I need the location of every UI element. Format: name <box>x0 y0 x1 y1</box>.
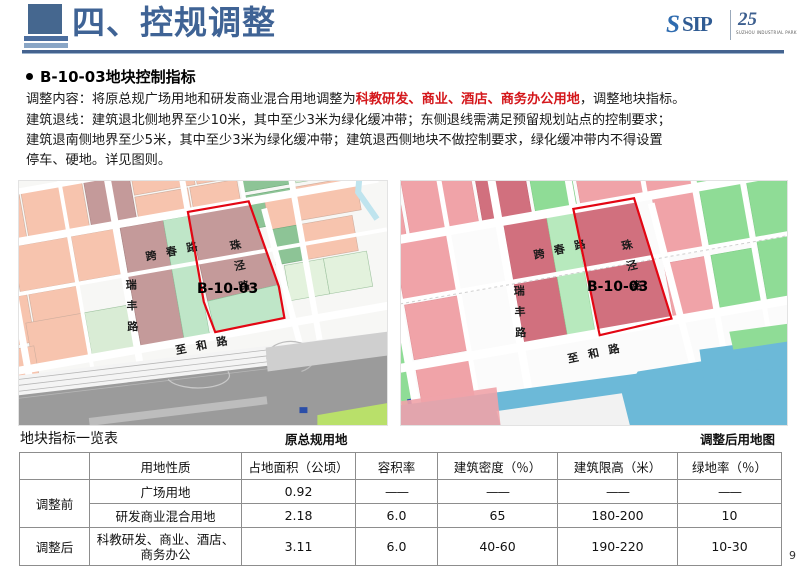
slide-header: 四、控规调整 S SIP 25 SUZHOU INDUSTRIAL PARK <box>0 0 800 56</box>
col-header-far: 容积率 <box>355 452 438 480</box>
table-head: 用地性质 占地面积（公顷） 容积率 建筑密度（％） 建筑限高（米） 绿地率（％） <box>19 452 782 480</box>
col-header-land-use: 用地性质 <box>89 452 242 480</box>
col-header-density: 建筑密度（％） <box>437 452 558 480</box>
body-line-2: 建筑退线：建筑退北侧地界至少10米，其中至少3米为绿化缓冲带；东侧退线需满足预留… <box>26 111 671 130</box>
text-run: 停车、硬地。详见图则。 <box>26 153 172 168</box>
emphasis-text-run: 科教研发、商业、酒店、商务办公用地 <box>355 92 580 107</box>
map-adjusted-landuse-graphic <box>401 181 787 425</box>
section-bullet-label: B-10-03地块控制指标 <box>40 68 196 86</box>
parcel-label-b-10-03: B-10-03 <box>587 279 649 295</box>
road-label-ruifeng: 瑞 丰 路 <box>124 278 139 335</box>
header-divider <box>22 50 784 53</box>
table-caption: 地块指标一览表 <box>20 431 118 447</box>
col-header-green-ratio: 绿地率（％） <box>677 452 782 480</box>
table-header-row: 用地性质 占地面积（公顷） 容积率 建筑密度（％） 建筑限高（米） 绿地率（％） <box>19 452 782 480</box>
col-header-height: 建筑限高（米） <box>557 452 678 480</box>
table-body: 调整前 广场用地 0.92 —— —— —— —— 研发商业混合用地 2.18 … <box>19 479 782 566</box>
sip-logo-text: SIP <box>682 12 713 36</box>
cell-density: —— <box>437 479 558 504</box>
cell-far: 6.0 <box>355 503 438 528</box>
map-left-caption: 原总规用地 <box>285 432 348 447</box>
cell-height: —— <box>557 479 678 504</box>
map-right-caption: 调整后用地图 <box>700 432 776 447</box>
text-run: 建筑退线：建筑退北侧地界至少10米，其中至少3米为绿化缓冲带；东侧退线需满足预留… <box>26 113 671 128</box>
map-original-landuse[interactable]: 跨 春 路 珠 泾 路 瑞 丰 路 至 和 路 B-10-03 <box>18 180 388 426</box>
cell-far: —— <box>355 479 438 504</box>
parcel-label-b-10-03: B-10-03 <box>197 281 259 297</box>
section-bullet-heading: B-10-03地块控制指标 <box>26 66 196 87</box>
cell-land-use: 研发商业混合用地 <box>89 503 242 528</box>
col-header-blank <box>19 452 90 480</box>
body-line-3: 建筑退南侧地界至少5米，其中至少3米为绿化缓冲带；建筑退西侧地块不做控制要求，绿… <box>26 131 663 150</box>
table-row: 调整后 科教研发、商业、酒店、商务办公 3.11 6.0 40-60 190-2… <box>19 527 782 566</box>
header-divider-secondary <box>22 53 784 54</box>
bullet-dot-icon <box>26 73 33 80</box>
cell-green-ratio: —— <box>677 479 782 504</box>
logo-divider <box>730 10 731 40</box>
table-row: 研发商业混合用地 2.18 6.0 65 180-200 10 <box>20 503 782 528</box>
body-line-4: 停车、硬地。详见图则。 <box>26 151 171 170</box>
text-run: ，调整地块指标。 <box>579 92 686 107</box>
body-line-1: 调整内容：将原总规广场用地和研发商业混合用地调整为科教研发、商业、酒店、商务办公… <box>26 90 685 109</box>
cell-height: 190-220 <box>557 527 678 566</box>
road-label-ruifeng: 瑞 丰 路 <box>512 284 527 341</box>
text-run: 建筑退南侧地界至少5米，其中至少3米为绿化缓冲带；建筑退西侧地块不做控制要求，绿… <box>26 133 663 148</box>
cell-land-use: 科教研发、商业、酒店、商务办公 <box>89 527 242 566</box>
map-original-landuse-graphic <box>19 181 387 425</box>
cell-area: 0.92 <box>241 479 356 504</box>
cell-density: 65 <box>437 503 558 528</box>
indicators-table: 用地性质 占地面积（公顷） 容积率 建筑密度（％） 建筑限高（米） 绿地率（％）… <box>19 452 782 566</box>
cell-far: 6.0 <box>355 527 438 566</box>
table-row: 调整前 广场用地 0.92 —— —— —— —— <box>19 479 782 528</box>
header-decoration-bar-dark <box>24 36 68 41</box>
page-title: 四、控规调整 <box>72 3 276 42</box>
header-decoration-block <box>28 4 62 34</box>
cell-area: 3.11 <box>241 527 356 566</box>
sip-logo: S SIP 25 SUZHOU INDUSTRIAL PARK <box>666 9 796 42</box>
page-number: 9 <box>789 549 796 562</box>
sip-swirl-icon: S <box>666 11 680 38</box>
col-header-area: 占地面积（公顷） <box>241 452 356 480</box>
cell-area: 2.18 <box>241 503 356 528</box>
row-group-label-after: 调整后 <box>19 527 90 566</box>
cell-height: 180-200 <box>557 503 678 528</box>
row-group-label-before: 调整前 <box>19 479 90 528</box>
cell-green-ratio: 10 <box>677 503 782 528</box>
anniversary-subtitle: SUZHOU INDUSTRIAL PARK <box>736 30 797 35</box>
cell-density: 40-60 <box>437 527 558 566</box>
text-run: 调整内容：将原总规广场用地和研发商业混合用地调整为 <box>26 92 356 107</box>
header-decoration-bar-light <box>24 43 68 48</box>
anniversary-25-icon: 25 <box>738 9 757 30</box>
cell-land-use: 广场用地 <box>89 479 242 504</box>
map-adjusted-landuse[interactable]: 跨 春 路 珠 泾 路 瑞 丰 路 至 和 路 B-10-03 <box>400 180 788 426</box>
cell-green-ratio: 10-30 <box>677 527 782 566</box>
